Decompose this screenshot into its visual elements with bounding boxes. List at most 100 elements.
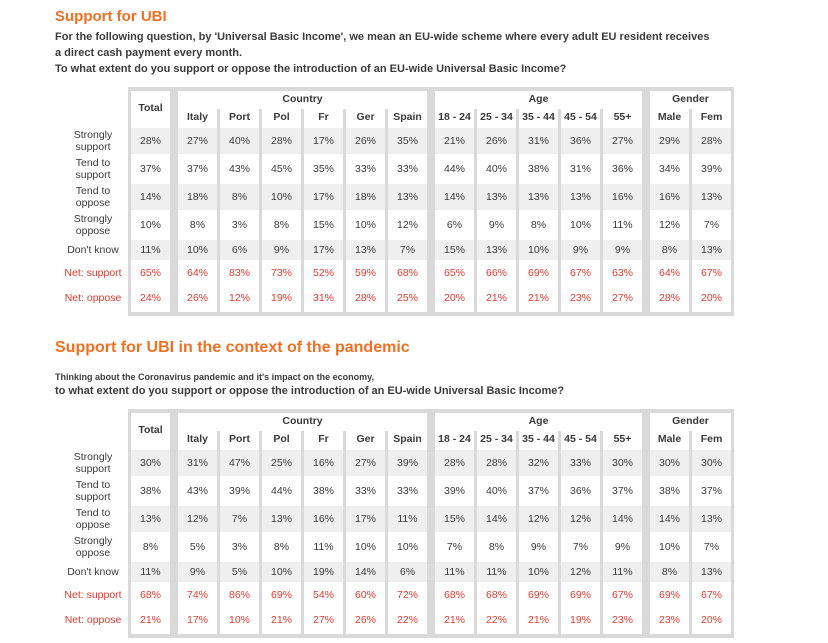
table-row: Tend to oppose 13% 12% 7% 13% 16% 17% 11% 15% 14%… (58, 505, 731, 534)
table-cell: 10% (650, 533, 689, 562)
table-cell: 21% (262, 608, 301, 634)
group-separator (173, 109, 175, 128)
column-header-total: Total (131, 412, 170, 450)
table-cell: 10% (262, 183, 301, 212)
column-header: Italy (178, 108, 217, 128)
column-header: Male (650, 108, 689, 128)
table-cell: 9% (477, 211, 516, 240)
group-separator (173, 431, 175, 450)
table-cell: 40% (477, 477, 516, 506)
group-separator (645, 91, 647, 109)
table-cell: 11% (304, 533, 343, 562)
table-cell: 8% (220, 183, 259, 212)
group-separator (173, 156, 175, 184)
column-header: Ger (346, 430, 385, 450)
table-cell: 17% (304, 127, 343, 156)
group-separator (645, 240, 647, 262)
table-cell: 14% (346, 561, 385, 584)
intro-line-small: Thinking about the Coronavirus pandemic … (55, 371, 375, 382)
row-label: Tend to support (75, 478, 111, 503)
table-cell: 17% (178, 608, 217, 634)
table-cell: 27% (603, 286, 642, 312)
table-cell: 13% (388, 183, 427, 212)
column-header: 55+ (603, 430, 642, 450)
table-cell: 10% (262, 561, 301, 584)
table-cell: 10% (561, 211, 600, 240)
table-cell: 69% (262, 583, 301, 609)
table-cell: 60% (346, 583, 385, 609)
table-cell: 27% (346, 449, 385, 478)
table-cell: 28% (477, 449, 516, 478)
table-cell: 8% (650, 239, 689, 262)
table-cell: 37% (178, 155, 217, 184)
table-cell: 11% (435, 561, 474, 584)
group-separator (645, 109, 647, 128)
table-cell: 13% (692, 183, 731, 212)
table-cell: 13% (561, 183, 600, 212)
table-cell: 37% (603, 477, 642, 506)
table-cell: 27% (603, 127, 642, 156)
table-cell: 38% (650, 477, 689, 506)
table-cell: 28% (346, 286, 385, 312)
table-cell: 21% (519, 286, 558, 312)
column-header-total: Total (131, 90, 170, 128)
table-row: Strongly oppose 8% 5% 3% 8% 11% 10% 10% 7% 8% 9% 7%… (58, 533, 731, 562)
row-label: Net: oppose (64, 614, 122, 627)
table-cell: 31% (561, 155, 600, 184)
table-cell: 15% (435, 505, 474, 534)
table-row: Tend to oppose 14% 18% 8% 10% 17% 18% 13% 14% 13%… (58, 183, 731, 212)
table-row: Net: support 65% 64% 83% 73% 52% 59% 68% 65% 66% 6… (58, 261, 731, 287)
table-cell: 27% (178, 127, 217, 156)
table-cell: 13% (131, 505, 170, 534)
group-separator (173, 128, 175, 156)
table-cell: 7% (435, 533, 474, 562)
pandemic-support-table: Total Country Age Gender Italy Port Pol Fr Ger Sp… (55, 412, 734, 634)
group-header-row: Total Country Age Gender (58, 90, 731, 128)
table-cell: 67% (692, 583, 731, 609)
table-cell: 30% (650, 449, 689, 478)
table-row: Don't know 11% 9% 5% 10% 19% 14% 6% 11% 11% 10% 12%… (58, 561, 731, 584)
table-cell: 39% (435, 477, 474, 506)
table-cell: 23% (603, 608, 642, 634)
table-cell: 6% (388, 561, 427, 584)
table-cell: 21% (435, 608, 474, 634)
table-cell: 13% (346, 239, 385, 262)
table-cell: 7% (388, 239, 427, 262)
table-row: Don't know 11% 10% 6% 9% 17% 13% 7% 15% 13% 10% 9% 9… (58, 239, 731, 262)
table-cell: 30% (131, 449, 170, 478)
column-header: Fr (304, 430, 343, 450)
group-separator (430, 156, 432, 184)
table-cell: 12% (561, 505, 600, 534)
table-cell: 30% (603, 449, 642, 478)
table-cell: 43% (220, 155, 259, 184)
table-cell: 8% (650, 561, 689, 584)
group-separator (430, 562, 432, 584)
table-cell: 5% (178, 533, 217, 562)
group-separator (430, 212, 432, 240)
table-cell: 28% (262, 127, 301, 156)
table-cell: 68% (477, 583, 516, 609)
table-cell: 65% (131, 261, 170, 287)
group-separator (645, 609, 647, 634)
column-header: 25 - 34 (477, 430, 516, 450)
table-cell: 33% (388, 155, 427, 184)
table-cell: 10% (131, 211, 170, 240)
table-cell: 14% (650, 505, 689, 534)
table-cell: 39% (692, 155, 731, 184)
table-cell: 10% (519, 561, 558, 584)
table-cell: 24% (131, 286, 170, 312)
row-label: Strongly support (73, 128, 113, 153)
group-header: Gender (650, 412, 731, 431)
table-cell: 67% (561, 261, 600, 287)
table-cell: 17% (346, 505, 385, 534)
table-cell: 26% (346, 608, 385, 634)
table-cell: 14% (435, 183, 474, 212)
table-cell: 12% (561, 561, 600, 584)
section-title: Support for UBI in the context of the pa… (55, 338, 410, 356)
table-cell: 22% (388, 608, 427, 634)
column-header: Spain (388, 108, 427, 128)
table-cell: 64% (178, 261, 217, 287)
row-label: Tend to support (75, 156, 111, 181)
table-cell: 3% (220, 211, 259, 240)
table-cell: 28% (650, 286, 689, 312)
